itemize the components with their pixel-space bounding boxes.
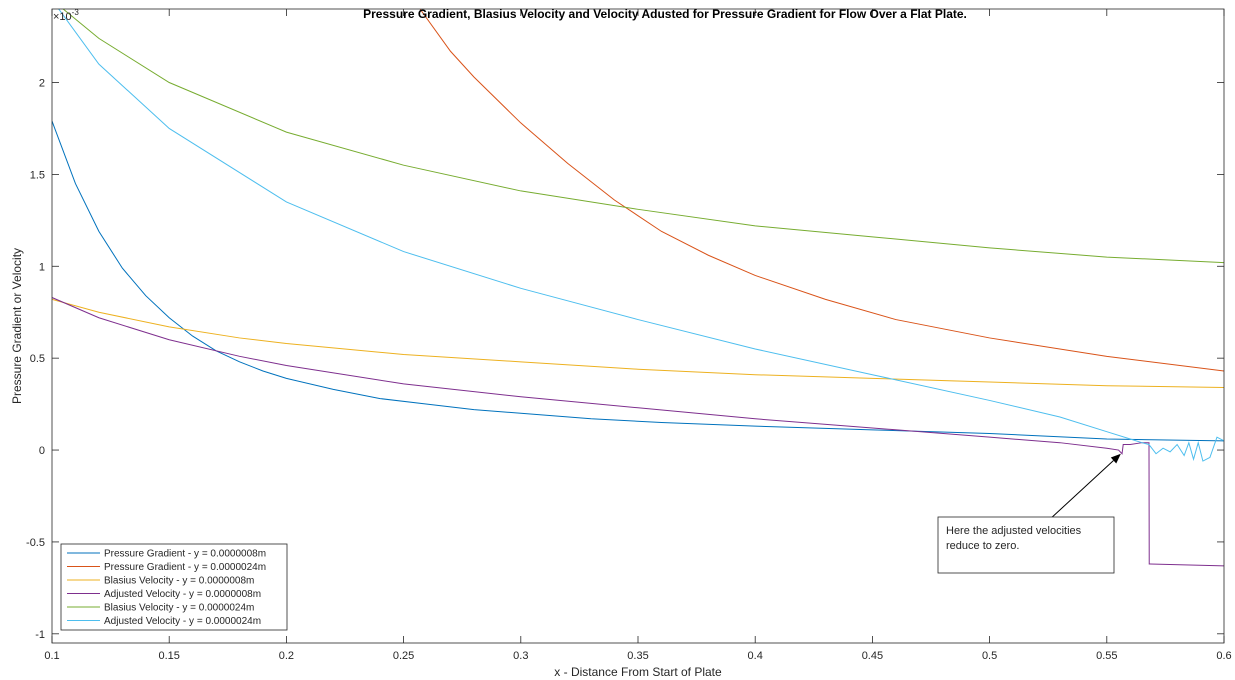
ticks-layer: 0.1 0.15 0.2 0.25 0.3 0.35 0.4 0.45 0.5 0.55 0.6 -1… [26, 9, 1232, 662]
x-tick-label: 0.55 [1096, 650, 1117, 662]
annotation-text-line2: reduce to zero. [946, 540, 1019, 552]
y-tick-label: -0.5 [26, 537, 45, 549]
x-tick-label: 0.4 [748, 650, 763, 662]
legend-label: Adjusted Velocity - y = 0.0000008m [104, 589, 261, 600]
y-axis-label: Pressure Gradient or Velocity [10, 248, 24, 404]
series-line-1 [52, 120, 1224, 442]
annotation-arrow [1040, 460, 1114, 528]
x-tick-label: 0.3 [513, 650, 528, 662]
y-tick-label: 1.5 [30, 169, 45, 181]
x-tick-label: 0.2 [279, 650, 294, 662]
x-tick-label: 0.35 [627, 650, 648, 662]
x-tick-label: 0.1 [44, 650, 59, 662]
series-layer [52, 9, 1224, 567]
x-tick-label: 0.6 [1216, 650, 1231, 662]
x-tick-label: 0.5 [982, 650, 997, 662]
x-tick-label: 0.45 [862, 650, 883, 662]
y-tick-label: 2 [39, 78, 45, 90]
legend-label: Adjusted Velocity - y = 0.0000024m [104, 616, 261, 627]
chart-title: Pressure Gradient, Blasius Velocity and … [363, 7, 967, 21]
series-line-4 [52, 297, 1224, 567]
x-tick-label: 0.25 [393, 650, 414, 662]
legend-label: Blasius Velocity - y = 0.0000024m [104, 603, 254, 614]
legend-box [60, 543, 288, 631]
annotation-text-line1: Here the adjusted velocities [946, 525, 1082, 537]
annotation-arrowhead [1110, 453, 1121, 464]
y-tick-label: 1 [39, 261, 45, 273]
x-axis-label: x - Distance From Start of Plate [554, 665, 722, 679]
legend-label: Pressure Gradient - y = 0.0000008m [104, 549, 266, 560]
series-line-5 [62, 9, 1224, 264]
legend: Pressure Gradient - y = 0.0000008m Pressu… [60, 543, 288, 631]
y-tick-label: -1 [35, 629, 45, 641]
series-line-6 [58, 9, 1224, 462]
y-tick-label: 0.5 [30, 353, 45, 365]
annotation-box [937, 516, 1115, 574]
series-line-3 [52, 298, 1224, 389]
legend-label: Blasius Velocity - y = 0.0000008m [104, 576, 254, 587]
y-tick-label: 0 [39, 445, 45, 457]
legend-label: Pressure Gradient - y = 0.0000024m [104, 562, 266, 573]
series-line-2 [419, 9, 1224, 372]
annotation: Here the adjusted velocities reduce to z… [937, 453, 1121, 574]
x-tick-label: 0.15 [158, 650, 179, 662]
